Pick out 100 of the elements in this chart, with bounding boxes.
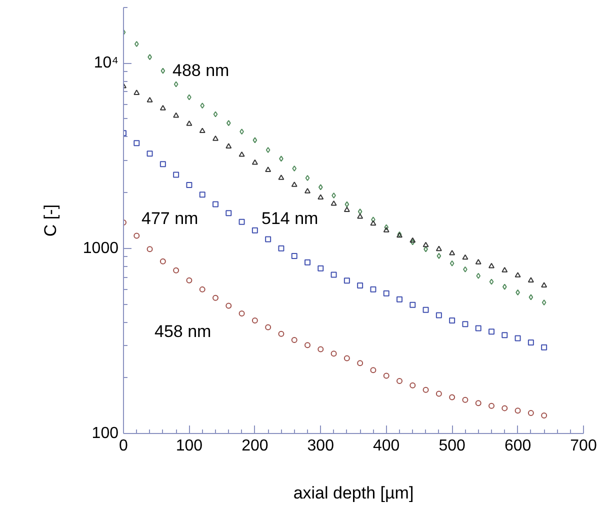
point [134, 90, 140, 96]
point [213, 111, 218, 118]
point [357, 360, 364, 366]
point [160, 258, 166, 264]
point [318, 265, 324, 272]
point [475, 325, 482, 332]
point [252, 317, 258, 324]
point [462, 321, 468, 328]
point [436, 312, 442, 318]
point [449, 250, 456, 256]
y-tick-label: 100 [92, 425, 119, 442]
point [278, 330, 284, 337]
point [199, 286, 206, 292]
point [266, 146, 270, 153]
point [146, 246, 153, 252]
point [528, 340, 534, 346]
point [304, 188, 310, 194]
point [173, 267, 180, 274]
point [422, 386, 429, 393]
point [134, 140, 140, 146]
point [252, 159, 258, 165]
x-tick-label: 400 [373, 438, 400, 454]
annotation: 477 nm [142, 209, 198, 228]
point [475, 400, 482, 406]
point [291, 252, 298, 259]
x-tick-label: 600 [504, 438, 532, 454]
point [436, 390, 442, 397]
point [410, 237, 416, 243]
point [396, 296, 402, 302]
point [462, 396, 468, 403]
point [410, 382, 416, 388]
point [160, 105, 166, 110]
point [186, 120, 192, 126]
point [278, 174, 284, 180]
x-tick-label: 700 [570, 438, 597, 454]
point [383, 227, 390, 232]
point [134, 41, 139, 48]
point [174, 81, 178, 88]
point [291, 182, 298, 187]
point [318, 346, 324, 352]
point [226, 120, 231, 126]
point [528, 294, 534, 300]
point [226, 143, 232, 148]
point [488, 262, 494, 268]
point [528, 410, 534, 416]
point [134, 232, 140, 239]
point [238, 310, 245, 316]
point [541, 282, 548, 288]
point [476, 272, 481, 279]
point [238, 218, 245, 225]
point [265, 166, 272, 172]
point [344, 278, 350, 284]
point [514, 272, 521, 278]
point [344, 355, 350, 362]
x-tick-label: 100 [176, 438, 203, 454]
point [304, 259, 310, 266]
point [330, 350, 337, 357]
point [212, 136, 218, 141]
point [146, 150, 153, 157]
point [383, 290, 390, 296]
y-tick-label: 10⁴ [94, 54, 119, 72]
point [514, 335, 521, 342]
point [330, 200, 337, 206]
point [226, 210, 232, 216]
point [212, 294, 218, 301]
point [344, 206, 350, 212]
point [370, 367, 376, 374]
point [370, 220, 376, 226]
point [357, 213, 364, 219]
point [344, 201, 350, 208]
annotation: 514 nm [262, 209, 318, 228]
y-tick-label: 1000 [82, 240, 119, 257]
point [305, 174, 310, 181]
point [146, 96, 153, 102]
point [291, 336, 298, 343]
annotation: 458 nm [154, 322, 212, 341]
point [410, 302, 416, 308]
point [278, 245, 284, 252]
point [357, 282, 364, 289]
point [383, 372, 390, 379]
point [265, 324, 272, 330]
x-tick-label: 0 [119, 438, 128, 454]
point [332, 192, 336, 198]
point [462, 254, 468, 260]
point [160, 161, 166, 168]
point [475, 258, 482, 264]
point [514, 408, 521, 414]
point [212, 201, 218, 208]
point [436, 246, 442, 252]
point [226, 302, 232, 309]
point [252, 227, 258, 234]
point [449, 394, 456, 400]
point [502, 405, 508, 412]
point [541, 344, 548, 350]
point [488, 328, 494, 335]
x-tick-label: 500 [438, 438, 466, 454]
annotation: 488 nm [172, 61, 230, 80]
point [541, 412, 548, 419]
point [410, 239, 415, 246]
x-axis-title: axial depth [µm] [293, 484, 414, 502]
